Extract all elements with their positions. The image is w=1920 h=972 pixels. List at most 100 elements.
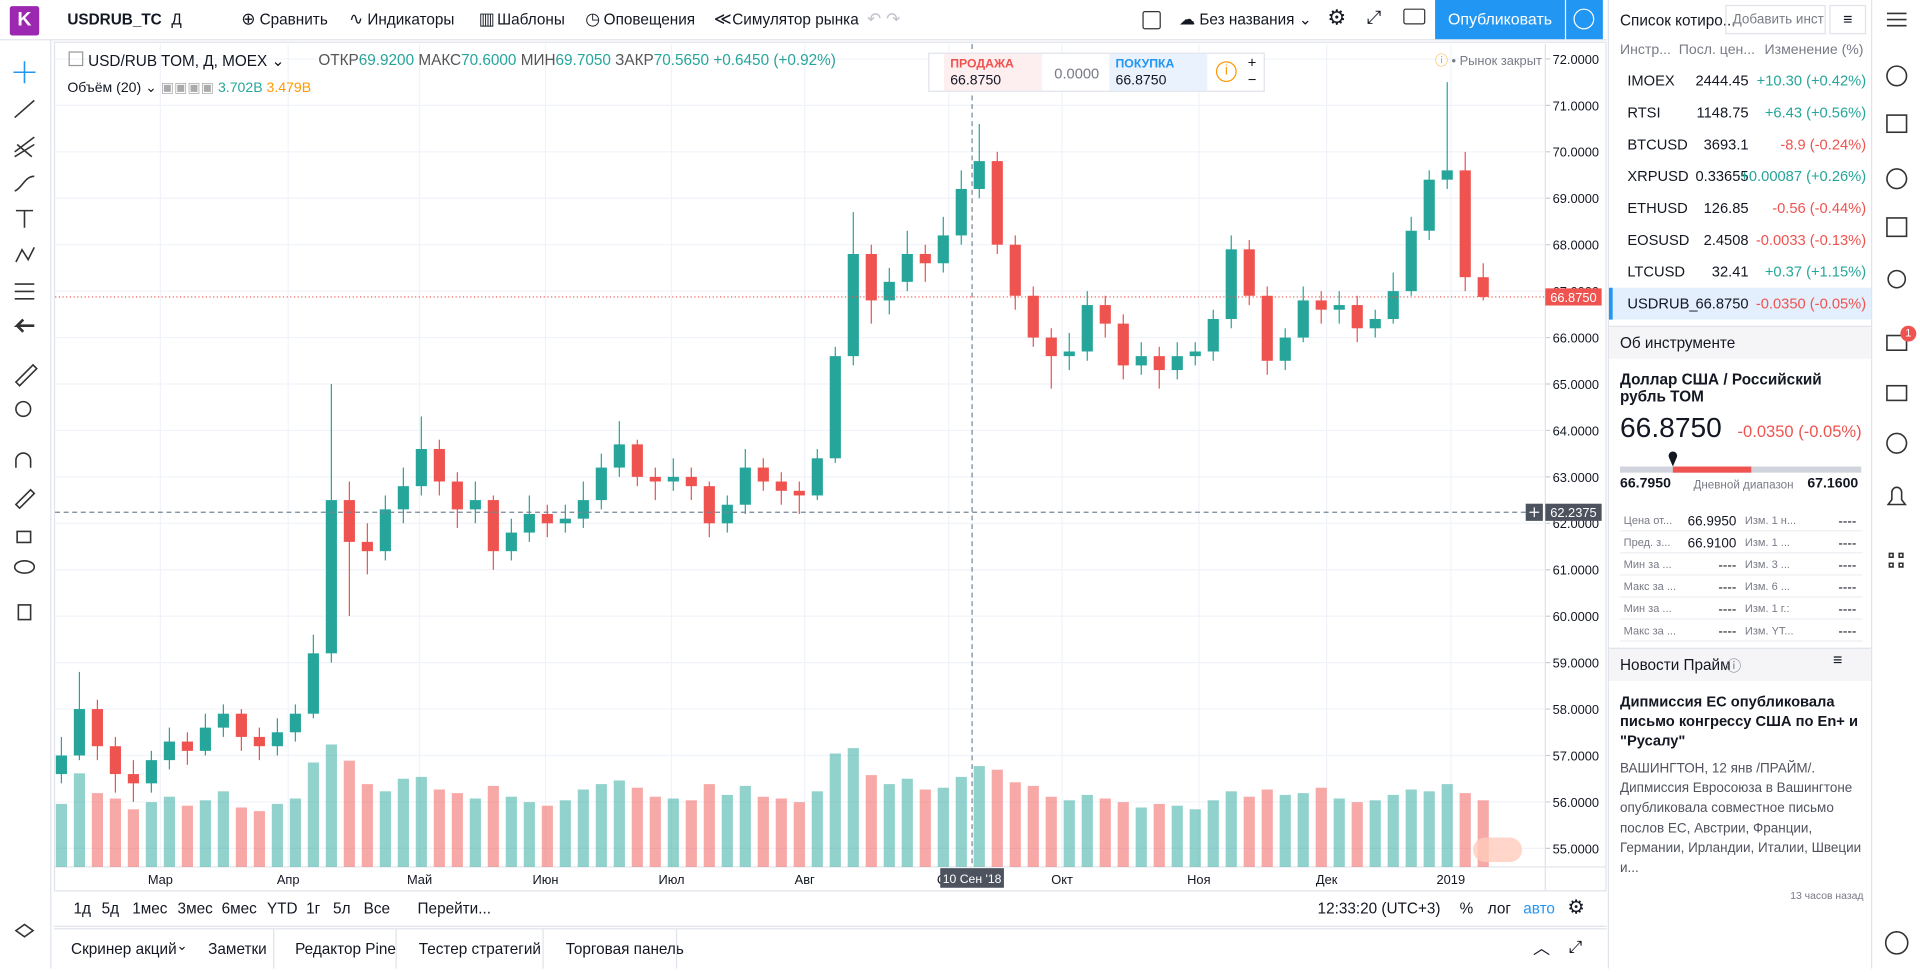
magnet[interactable] [15, 452, 32, 468]
toolbar-item[interactable]: Индикаторы [367, 11, 455, 29]
add-symbol-input[interactable]: Добавить инстр [1725, 4, 1826, 35]
bottom-tab[interactable]: Скринер акций [71, 940, 177, 958]
toolbar-icon[interactable]: ≪ [713, 8, 732, 29]
scale-settings[interactable]: ⚙ [1567, 897, 1585, 919]
timeframe[interactable]: Все [363, 900, 391, 918]
fib-tool[interactable] [14, 136, 35, 158]
watchlist-row[interactable]: XRPUSD 0.33655 +0.00087 (+0.26%) [1609, 160, 1871, 192]
collapse-legend[interactable] [68, 51, 84, 67]
watchlist-header: Инстр... [1620, 42, 1671, 58]
settings[interactable]: ⚙ [1327, 6, 1347, 30]
publish-button[interactable]: Опубликовать [1435, 0, 1565, 40]
ruler[interactable] [14, 363, 38, 387]
alerts-icon[interactable] [1886, 65, 1908, 87]
sell-button[interactable]: ПРОДАЖА 66.8750 [944, 53, 1043, 91]
trend-tool[interactable] [14, 99, 35, 119]
percent-toggle[interactable]: % [1459, 900, 1474, 918]
toolbar-icon[interactable]: ◷ [585, 8, 601, 29]
timeframe[interactable]: 1д [73, 900, 91, 918]
bottom-tab[interactable]: Заметки [208, 940, 267, 958]
stat-cell: ---- [1718, 558, 1737, 574]
legend-symbol[interactable]: USD/RUB TOM, Д, MOEX ⌄ [88, 52, 285, 70]
publish-menu[interactable] [1566, 0, 1603, 40]
prediction-tool[interactable] [14, 283, 35, 300]
zoom[interactable] [15, 400, 32, 418]
datawindow-icon[interactable] [1886, 114, 1908, 134]
interval-button[interactable]: Д [171, 11, 182, 29]
watchlist-row[interactable]: EOSUSD 2.4508 -0.0033 (-0.13%) [1609, 224, 1871, 256]
toolbar-item[interactable]: Сравнить [259, 11, 328, 29]
watchlist-row[interactable]: RTSI 1148.75 +6.43 (+0.56%) [1609, 97, 1871, 129]
select-icon[interactable] [1142, 11, 1161, 30]
calendar-icon[interactable] [1886, 217, 1908, 238]
undo[interactable]: ↶ ↷ [866, 8, 901, 29]
help-icon[interactable] [1884, 931, 1909, 955]
messages-icon[interactable] [1886, 384, 1908, 402]
timeframe[interactable]: 1г [306, 900, 321, 918]
timeframe[interactable]: 6мес [221, 900, 257, 918]
watchlist-title[interactable]: Список котиро... [1620, 12, 1736, 30]
fullscreen[interactable]: ⤢ [1366, 7, 1382, 29]
lock[interactable] [16, 530, 32, 544]
volume-bar [487, 785, 499, 867]
timeframe[interactable]: 5л [333, 900, 351, 918]
qty-stepper[interactable]: + − [1247, 53, 1257, 89]
goto-date[interactable]: Перейти... [417, 900, 491, 918]
toolbar-icon[interactable]: ⊕ [241, 8, 256, 29]
logo[interactable]: K [9, 6, 40, 36]
events-icon[interactable] [1473, 837, 1523, 863]
expand-panel[interactable]: ︿ [1533, 937, 1551, 958]
toolbar-icon[interactable]: ▥ [478, 8, 495, 29]
hotlist-icon[interactable] [1886, 168, 1908, 190]
volume-legend[interactable]: Объём (20) ⌄ ▣▣▣▣ 3.702B 3.479B [67, 80, 312, 96]
symbol-button[interactable]: USDRUB_TC [67, 11, 162, 29]
toolbar-item[interactable]: Шаблоны [497, 11, 565, 29]
log-toggle[interactable]: лог [1487, 900, 1511, 918]
chat-icon[interactable] [1886, 334, 1908, 352]
pattern-tool[interactable] [15, 246, 35, 263]
news-menu[interactable]: ≡ [1833, 650, 1843, 669]
toolbar-item[interactable]: Оповещения [603, 11, 696, 29]
lock-drawing[interactable] [14, 488, 36, 510]
bottom-tab[interactable]: Тестер стратегий [418, 940, 541, 958]
buy-button[interactable]: ПОКУПКА 66.8750 [1109, 53, 1208, 91]
layers[interactable] [14, 923, 35, 938]
watchlist-row[interactable]: IMOEX 2444.45 +10.30 (+0.42%) [1609, 65, 1871, 97]
volume-bar [163, 796, 175, 867]
watchlist-icon[interactable] [1886, 12, 1907, 27]
apps-icon[interactable] [1888, 552, 1904, 568]
visibility[interactable] [13, 560, 36, 574]
snapshot[interactable] [1403, 8, 1426, 25]
streams-icon[interactable] [1886, 432, 1908, 454]
watchlist-row[interactable]: USDRUB_ 66.8750 -0.0350 (-0.05%) [1609, 288, 1871, 320]
bottom-tab[interactable]: Редактор Pine [295, 940, 396, 958]
timeframe[interactable]: 1мес [132, 900, 168, 918]
range-low: 66.7950 [1620, 476, 1671, 492]
toolbar-item[interactable]: Симулятор рынка [732, 11, 859, 29]
info-icon[interactable]: i [1215, 61, 1237, 83]
brush-tool[interactable] [14, 175, 35, 192]
news-info[interactable]: ⓘ [1726, 657, 1742, 675]
maximize-panel[interactable]: ⤢ [1568, 936, 1583, 957]
bottom-tab[interactable]: Торговая панель [565, 940, 684, 958]
layout-button[interactable]: ☁ Без названия ⌄ [1179, 9, 1312, 29]
watchlist-row[interactable]: ETHUSD 126.85 -0.56 (-0.44%) [1609, 192, 1871, 224]
news-headline[interactable]: Дипмиссия ЕС опубликовала письмо конгрес… [1620, 693, 1859, 750]
timeframe[interactable]: 5д [101, 900, 120, 918]
timeframe[interactable]: 3мес [177, 900, 213, 918]
text-tool[interactable] [15, 209, 34, 228]
watchlist-row[interactable]: LTCUSD 32.41 +0.37 (+1.15%) [1609, 256, 1871, 288]
watchlist-header: Изменение (%) [1764, 42, 1864, 58]
auto-toggle[interactable]: авто [1523, 900, 1555, 918]
back-arrow[interactable] [13, 318, 35, 333]
watchlist-row[interactable]: BTCUSD 3693.1 -8.9 (-0.24%) [1609, 129, 1871, 161]
crosshair-price-tag [1545, 503, 1602, 521]
tab-chevron[interactable]: ⌄ [176, 939, 188, 954]
toolbar-icon[interactable]: ∿ [348, 8, 364, 29]
crosshair-tool[interactable] [13, 61, 36, 84]
trash[interactable] [17, 604, 32, 621]
watchlist-menu[interactable]: ≡ [1829, 4, 1867, 35]
timeframe[interactable]: YTD [266, 900, 298, 918]
ideas-icon[interactable] [1887, 269, 1907, 289]
notifications-icon[interactable] [1886, 486, 1907, 506]
